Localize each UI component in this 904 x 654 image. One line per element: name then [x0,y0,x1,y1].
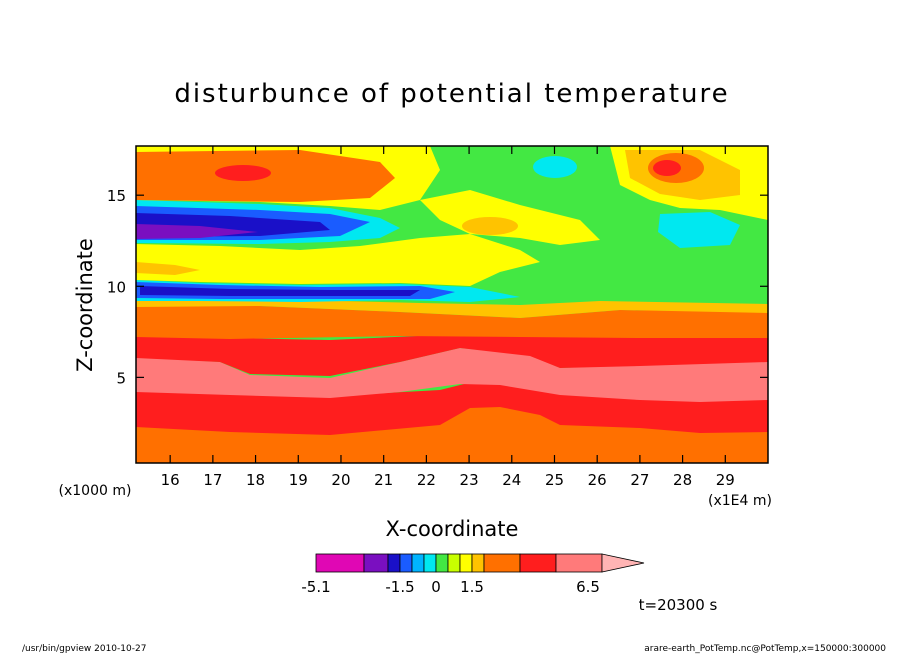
contour-band-pink [136,348,768,402]
time-annotation: t=20300 s [639,596,718,614]
x-tick-label: 28 [673,471,692,489]
x-tick-label: 23 [460,471,479,489]
contour-band-yellow-upper [136,234,540,286]
colorbar-tick-label: 0 [431,578,441,596]
colorbar-tick-label: 1.5 [460,578,484,596]
colorbar-swatch [555,553,603,573]
colorbar-tick-label: 6.5 [576,578,600,596]
footer-left: /usr/bin/gpview 2010-10-27 [22,644,146,654]
plot-frame [135,145,769,464]
contour-band-yellow-mid [136,299,768,318]
contour-band-cyan-top-mid [533,156,577,178]
footer-right: arare-earth_PotTemp.nc@PotTemp,x=150000:… [644,644,886,654]
x-tick-label: 18 [246,471,265,489]
colorbar-tick-label: -5.1 [301,578,330,596]
colorbar-swatch [399,553,413,573]
x-tick-label: 20 [331,471,350,489]
y-tick-label: 15 [107,187,126,205]
colorbar-swatch [423,553,437,573]
x-tick-label: 22 [417,471,436,489]
contour-band-orange-mid [136,306,768,339]
colorbar-swatch [363,553,389,573]
x-axis: 16 17 18 19 20 21 22 23 24 25 26 27 28 29 [161,146,735,489]
colorbar-labels: -5.1 -1.5 0 1.5 6.5 [301,578,600,596]
contour-band-purple-core [136,224,258,239]
colorbar-swatch [471,553,485,573]
colorbar-tick-label: -1.5 [385,578,414,596]
contour-band-cyan-right-mid [658,212,740,248]
y-tick-label: 10 [107,278,126,296]
contour-band-red-right-core [653,160,681,176]
x-tick-label: 29 [716,471,735,489]
x-tick-label: 24 [502,471,521,489]
plot-area [136,146,768,463]
x-tick-label: 17 [203,471,222,489]
colorbar-swatch [435,553,449,573]
x-unit-label: (x1E4 m) [708,493,772,509]
colorbar-swatch [483,553,521,573]
x-tick-label: 27 [630,471,649,489]
colorbar-swatch [387,553,401,573]
contour-band-blue-lower-inner [140,286,420,296]
x-tick-label: 21 [374,471,393,489]
contour-band-red-top-left [215,165,271,181]
y-tick-label: 5 [116,369,126,387]
colorbar-swatch [411,553,425,573]
colorbar-swatch [447,553,461,573]
colorbar-swatch [519,553,557,573]
contour-band-red-upper [136,335,768,376]
y-unit-label: (x1000 m) [59,483,132,499]
y-axis-label: Z-coordinate [73,238,97,372]
x-tick-label: 16 [161,471,180,489]
contour-band-yellow-mid-blob [420,190,600,245]
colorbar-end-arrow [601,553,645,573]
colorbar [315,553,645,573]
x-tick-label: 19 [289,471,308,489]
contour-band-orange-mid-blob [462,217,518,235]
x-axis-label: X-coordinate [386,517,519,541]
x-tick-label: 25 [545,471,564,489]
contour-band-yellow-left-lobe [136,262,200,275]
colorbar-swatch [459,553,473,573]
chart-title: disturbunce of potential temperature [174,79,729,109]
y-axis: 5 10 15 [107,187,768,387]
colorbar-swatch [315,553,365,573]
x-tick-label: 26 [588,471,607,489]
